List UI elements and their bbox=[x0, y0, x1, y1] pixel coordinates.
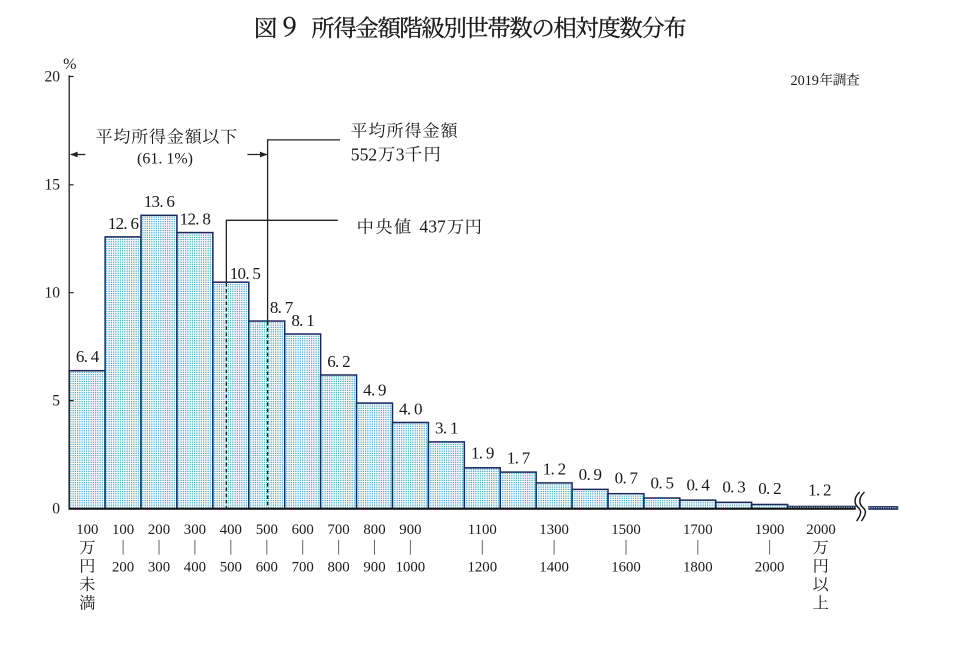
svg-text:1400: 1400 bbox=[539, 560, 569, 576]
svg-text:0. 9: 0. 9 bbox=[579, 465, 602, 484]
svg-text:900: 900 bbox=[363, 560, 385, 576]
svg-text:800: 800 bbox=[327, 560, 349, 576]
svg-text:0: 0 bbox=[52, 500, 60, 517]
svg-text:1600: 1600 bbox=[611, 560, 641, 576]
svg-text:437: 437 bbox=[419, 217, 446, 237]
svg-text:100: 100 bbox=[112, 522, 134, 538]
svg-text:1000: 1000 bbox=[396, 560, 426, 576]
svg-text:6. 4: 6. 4 bbox=[76, 347, 100, 366]
svg-text:8. 7: 8. 7 bbox=[270, 298, 294, 317]
svg-text:4. 9: 4. 9 bbox=[363, 381, 386, 400]
svg-text:2000: 2000 bbox=[806, 522, 836, 538]
svg-text:700: 700 bbox=[327, 522, 349, 538]
svg-text:5: 5 bbox=[52, 393, 60, 410]
svg-text:1700: 1700 bbox=[683, 522, 713, 538]
svg-text:200: 200 bbox=[112, 560, 134, 576]
svg-text:0. 5: 0. 5 bbox=[651, 474, 674, 493]
svg-text:1. 2: 1. 2 bbox=[808, 480, 831, 499]
svg-text:3. 1: 3. 1 bbox=[435, 418, 458, 437]
svg-text:12. 6: 12. 6 bbox=[108, 214, 139, 233]
svg-text:1. 7: 1. 7 bbox=[507, 448, 531, 467]
svg-text:12. 8: 12. 8 bbox=[180, 210, 211, 229]
svg-text:0. 3: 0. 3 bbox=[722, 477, 745, 496]
svg-text:600: 600 bbox=[256, 560, 278, 576]
svg-text:200: 200 bbox=[148, 522, 170, 538]
svg-text:1. 2: 1. 2 bbox=[543, 459, 566, 478]
svg-text:800: 800 bbox=[363, 522, 385, 538]
svg-text:10: 10 bbox=[45, 285, 61, 302]
svg-text:3: 3 bbox=[396, 144, 405, 164]
svg-text:20: 20 bbox=[45, 68, 61, 85]
svg-text:1100: 1100 bbox=[468, 522, 497, 538]
svg-text:0. 4: 0. 4 bbox=[686, 475, 710, 494]
svg-text:700: 700 bbox=[292, 560, 314, 576]
svg-text:6. 2: 6. 2 bbox=[327, 352, 350, 371]
svg-text:300: 300 bbox=[184, 522, 206, 538]
svg-text:400: 400 bbox=[220, 522, 242, 538]
svg-text:600: 600 bbox=[292, 522, 314, 538]
svg-text:0. 2: 0. 2 bbox=[758, 479, 781, 498]
svg-text:1200: 1200 bbox=[468, 560, 498, 576]
svg-text:15: 15 bbox=[45, 177, 61, 194]
svg-text:1900: 1900 bbox=[755, 522, 785, 538]
svg-text:400: 400 bbox=[184, 560, 206, 576]
svg-text:100: 100 bbox=[76, 522, 98, 538]
svg-text:13. 6: 13. 6 bbox=[144, 192, 175, 211]
svg-text:4. 0: 4. 0 bbox=[399, 400, 422, 419]
svg-text:1800: 1800 bbox=[683, 560, 713, 576]
svg-text:1. 9: 1. 9 bbox=[471, 443, 494, 462]
svg-text:(61. 1%): (61. 1%) bbox=[137, 150, 193, 167]
svg-text:10. 5: 10. 5 bbox=[230, 264, 261, 283]
svg-text:500: 500 bbox=[256, 522, 278, 538]
svg-text:0. 7: 0. 7 bbox=[615, 468, 639, 487]
svg-text:2000: 2000 bbox=[755, 560, 785, 576]
svg-text:552: 552 bbox=[351, 144, 377, 164]
svg-text:300: 300 bbox=[148, 560, 170, 576]
svg-text:1300: 1300 bbox=[539, 522, 569, 538]
svg-text:8. 1: 8. 1 bbox=[291, 311, 314, 330]
svg-text:2019: 2019 bbox=[791, 73, 819, 89]
svg-text:500: 500 bbox=[220, 560, 242, 576]
svg-text:900: 900 bbox=[399, 522, 421, 538]
svg-text:%: % bbox=[63, 56, 76, 73]
svg-text:1500: 1500 bbox=[611, 522, 641, 538]
